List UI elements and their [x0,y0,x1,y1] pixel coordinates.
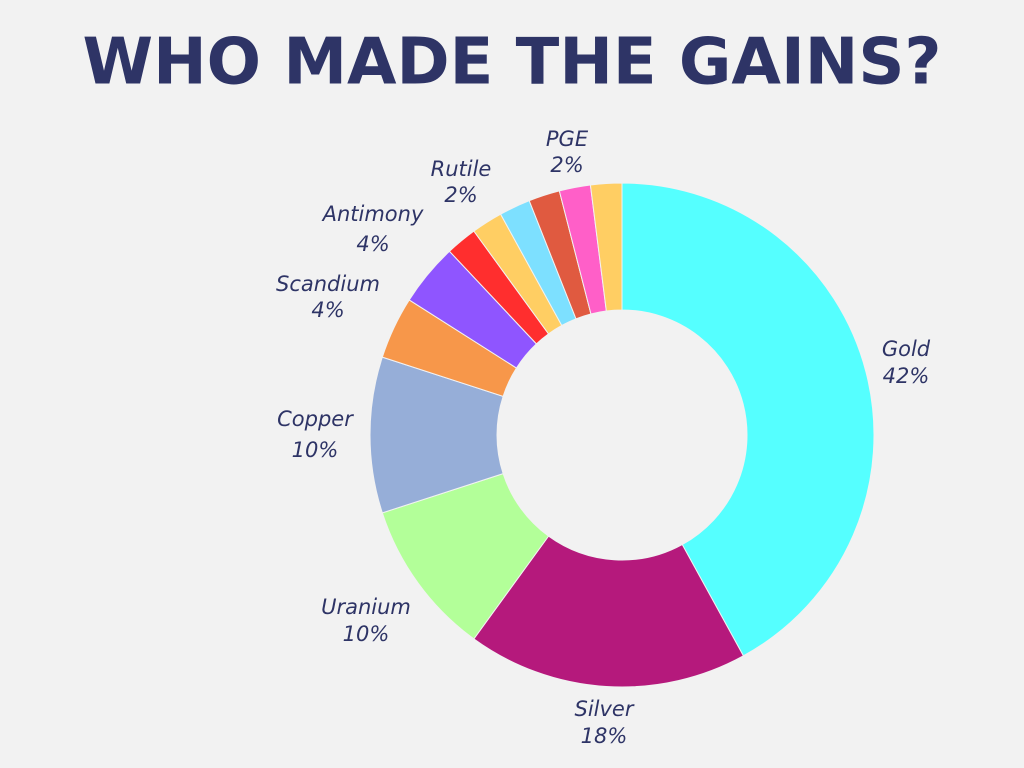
slice-label: Antimony [321,202,424,226]
slice-value: 10% [343,622,390,646]
slice-label: Silver [575,697,635,721]
chart-title: WHO MADE THE GAINS? [82,26,941,100]
slice-value: 2% [550,153,583,177]
slice-label: Uranium [321,595,411,619]
slice-label: Rutile [431,157,492,181]
slice-label: PGE [546,127,589,151]
slice [589,182,623,312]
slice [473,535,745,688]
slice-value: 4% [356,232,389,256]
slice-value: 42% [883,364,930,388]
slice-value: 18% [581,724,628,748]
slice-value: 2% [444,183,477,207]
slice [621,182,875,657]
slice-label: Scandium [276,272,380,296]
slice-label: Copper [277,407,354,431]
slice-value: 10% [292,438,339,462]
slice-value: 4% [311,298,344,322]
slice-label: Gold [882,337,931,361]
